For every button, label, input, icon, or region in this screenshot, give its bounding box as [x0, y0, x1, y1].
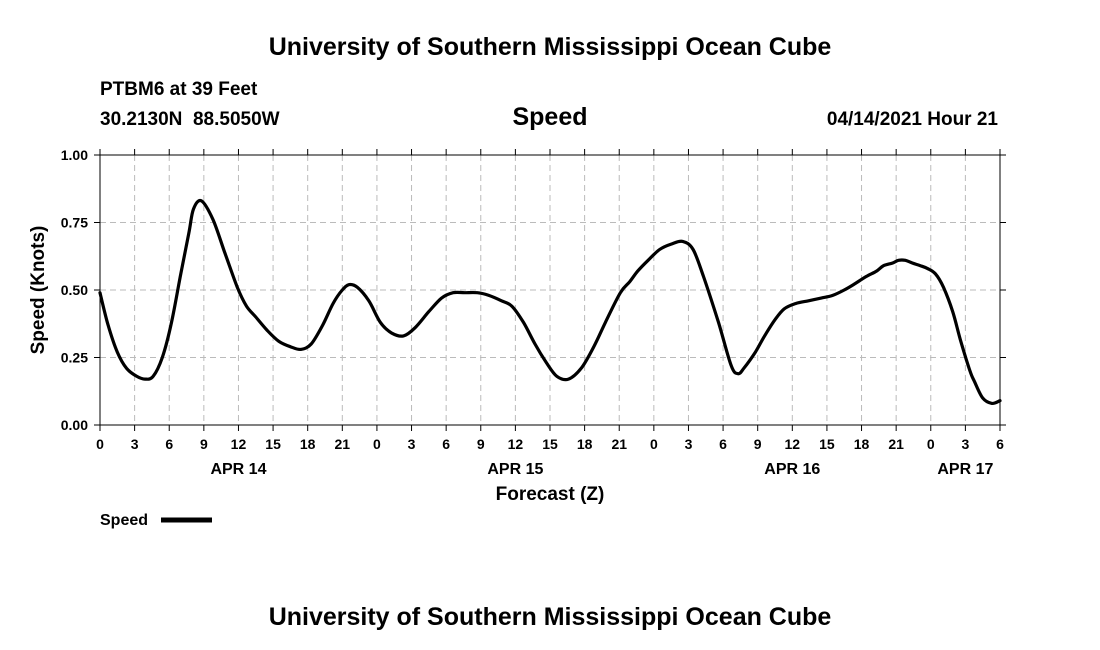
x-tick-label: 6: [996, 436, 1004, 452]
x-tick-label: 6: [165, 436, 173, 452]
station-coordinates: 30.2130N 88.5050W: [100, 109, 280, 130]
x-tick-label: 15: [265, 436, 281, 452]
legend-label: Speed: [100, 512, 148, 529]
y-tick-label: 0.50: [61, 282, 88, 298]
date-label: APR 14: [210, 461, 266, 478]
x-tick-label: 12: [231, 436, 247, 452]
y-tick-label: 0.25: [61, 350, 88, 366]
y-axis-ticks: 0.00 0.25 0.50 0.75 1.00: [61, 147, 1006, 433]
x-axis-ticks: 0 3 6 9 12 15 18 21 0 3 6 9 12 15 18 21 0 3 6 9 12 15 18 21 0 3 6: [96, 149, 1004, 452]
station-label: PTBM6 at 39 Feet: [100, 79, 258, 100]
x-tick-label: 0: [96, 436, 104, 452]
x-tick-label: 0: [927, 436, 935, 452]
series-layer: [98, 198, 1002, 406]
y-tick-label: 1.00: [61, 147, 88, 163]
date-label: APR 16: [764, 461, 820, 478]
x-tick-label: 15: [819, 436, 835, 452]
footer-title: University of Southern Mississippi Ocean…: [269, 603, 832, 631]
forecast-timestamp: 04/14/2021 Hour 21: [827, 109, 999, 130]
page-title: University of Southern Mississippi Ocean…: [269, 33, 832, 61]
x-tick-label: 0: [650, 436, 658, 452]
x-tick-label: 21: [611, 436, 627, 452]
x-tick-label: 18: [300, 436, 316, 452]
x-tick-label: 18: [854, 436, 870, 452]
x-tick-label: 9: [754, 436, 762, 452]
x-tick-label: 6: [442, 436, 450, 452]
x-tick-label: 21: [888, 436, 904, 452]
x-tick-label: 12: [785, 436, 801, 452]
x-tick-label: 9: [477, 436, 485, 452]
chart-title: Speed: [512, 103, 587, 131]
series-line-speed: [98, 198, 1002, 406]
date-labels: APR 14 APR 15 APR 16 APR 17: [210, 461, 993, 478]
x-tick-label: 0: [373, 436, 381, 452]
y-tick-label: 0.00: [61, 417, 88, 433]
x-tick-label: 12: [508, 436, 524, 452]
x-tick-label: 21: [335, 436, 351, 452]
x-tick-label: 3: [685, 436, 693, 452]
y-tick-label: 0.75: [61, 215, 88, 231]
legend: Speed: [100, 512, 212, 529]
x-tick-label: 3: [131, 436, 139, 452]
x-tick-label: 18: [577, 436, 593, 452]
x-tick-label: 9: [200, 436, 208, 452]
date-label: APR 15: [487, 461, 543, 478]
x-tick-label: 3: [961, 436, 969, 452]
x-axis-title: Forecast (Z): [496, 484, 605, 505]
x-tick-label: 6: [719, 436, 727, 452]
y-axis-title: Speed (Knots): [28, 226, 49, 355]
date-label: APR 17: [937, 461, 993, 478]
x-tick-label: 3: [408, 436, 416, 452]
x-tick-label: 15: [542, 436, 558, 452]
